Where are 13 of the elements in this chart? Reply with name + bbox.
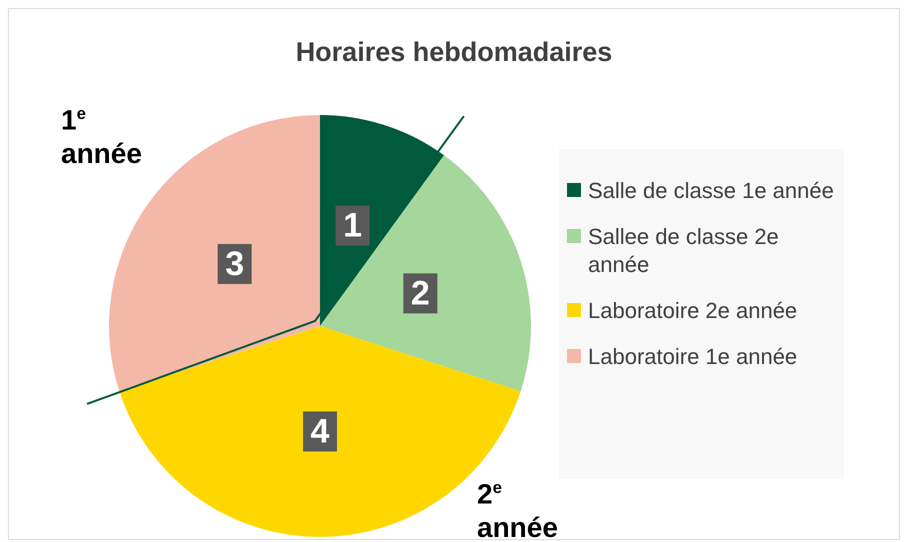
data-label: 4 — [310, 412, 330, 450]
chart-title: Horaires hebdomadaires — [294, 37, 614, 68]
text: 2$^{e}$ année — [477, 478, 558, 541]
legend-label: Laboratoire 2e année — [588, 297, 798, 325]
data-label: 3 — [225, 244, 244, 283]
text: 1$^{e}$ année — [61, 104, 142, 170]
legend-label: Laboratoire 1e année — [588, 343, 798, 371]
pie-slice — [320, 115, 444, 326]
data-label: 2 — [410, 274, 430, 312]
legend-label: Sallee de classe 2e année — [588, 223, 780, 279]
legend-label: Salle de classe 1e année — [588, 177, 835, 205]
data-label: 1 — [343, 206, 362, 245]
pie-slice — [320, 155, 531, 392]
